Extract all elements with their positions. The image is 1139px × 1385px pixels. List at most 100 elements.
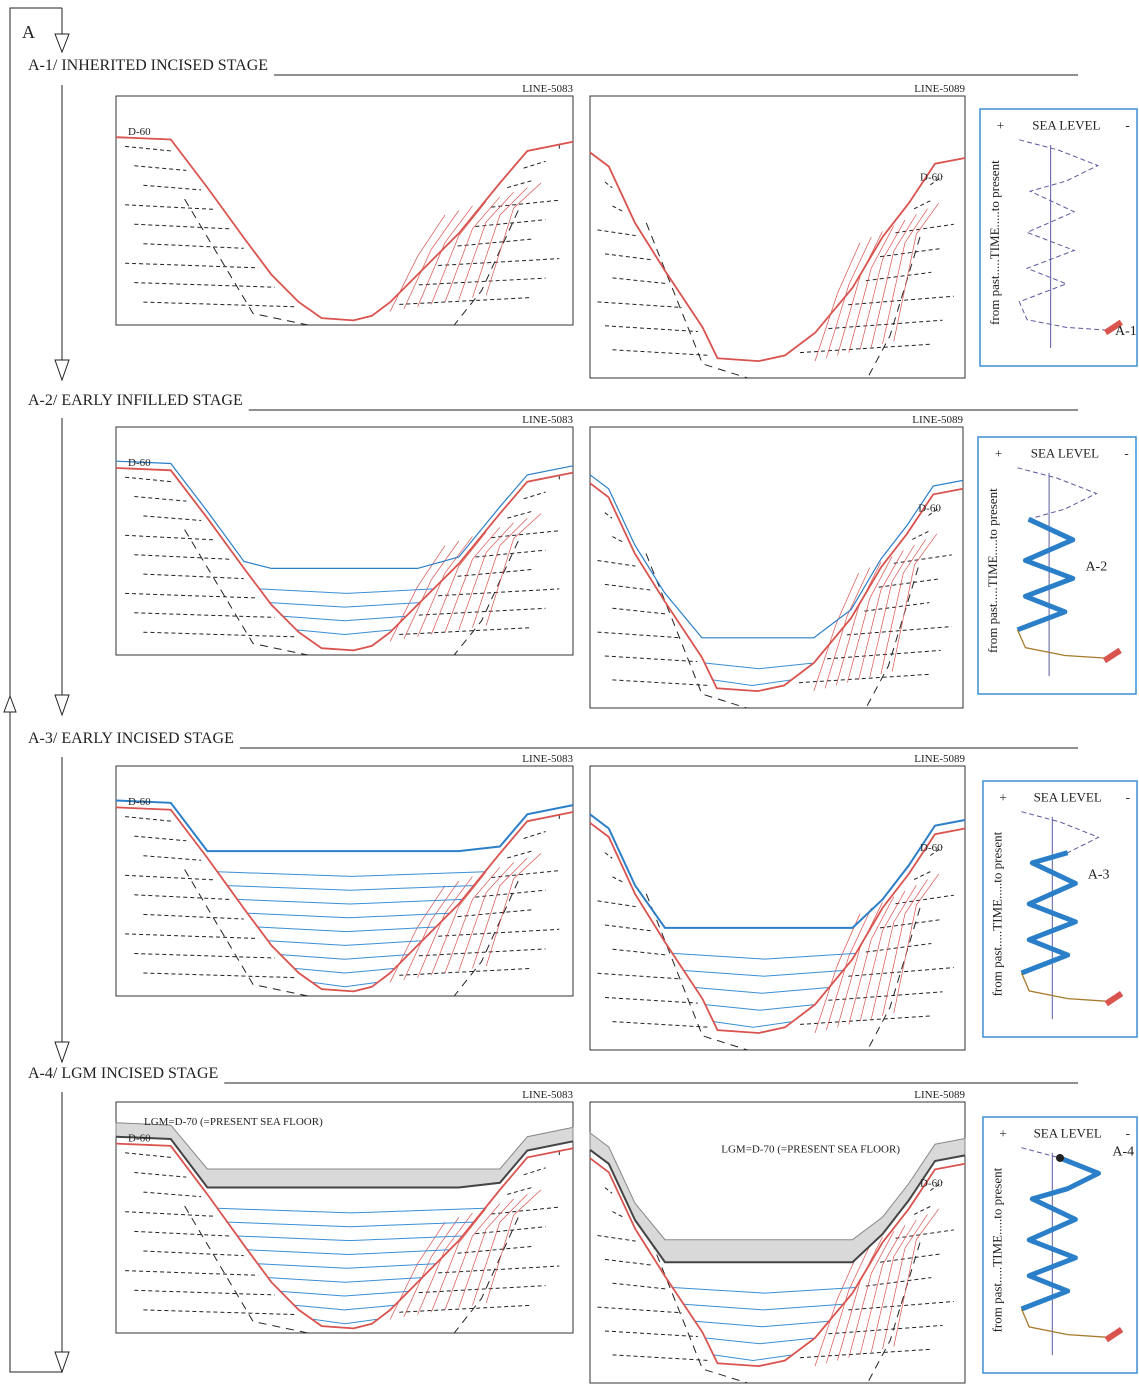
clinoform: [891, 533, 938, 672]
clinoform: [430, 871, 487, 976]
line-label: LINE-5089: [914, 753, 965, 765]
clinoform: [859, 219, 906, 350]
clinoform: [430, 1208, 487, 1313]
past-curve: [1021, 811, 1100, 854]
clinoform: [472, 857, 528, 969]
stratum: [799, 343, 932, 354]
plus-sign: +: [995, 446, 1002, 461]
stage-title: A-1/ INHERITED INCISED STAGE: [28, 57, 268, 74]
base-surface: [589, 1157, 966, 1368]
horizon-label: D-60: [920, 842, 943, 854]
sea-level-title: SEA LEVEL: [1031, 446, 1099, 461]
clinoform: [472, 517, 528, 628]
stratum: [507, 850, 533, 859]
horizon-label: D-60: [128, 457, 151, 469]
stratum: [475, 889, 546, 898]
stage-title: A-2/ EARLY INFILLED STAGE: [28, 392, 243, 409]
stratum: [134, 165, 187, 171]
fault-trace: [453, 210, 519, 326]
stratum: [125, 534, 216, 541]
past-curve: [1021, 1147, 1061, 1159]
sea-level-title: SEA LEVEL: [1032, 118, 1100, 133]
stratum: [893, 554, 952, 564]
time-axis: from past.....TIME.....to present: [989, 1167, 1004, 1332]
line-label: LINE-5083: [522, 83, 573, 95]
fault-trace: [867, 236, 921, 379]
stratum: [399, 1304, 532, 1313]
clinoform: [472, 1194, 528, 1306]
stratum: [457, 569, 532, 577]
clinoform: [848, 1231, 895, 1358]
infill-layer: [294, 1304, 395, 1311]
clinoform: [458, 522, 514, 631]
stratum: [523, 831, 546, 839]
stratum: [475, 219, 546, 227]
stratum: [612, 1354, 710, 1361]
line-label: LINE-5089: [914, 1089, 965, 1101]
stratum: [491, 870, 560, 878]
infill-layer: [247, 912, 450, 919]
stage-curve: [1016, 516, 1076, 633]
stage-title: A-4/ LGM INCISED STAGE: [28, 1065, 218, 1082]
clinoform: [880, 539, 926, 675]
stratum: [848, 967, 954, 977]
stratum: [828, 1324, 943, 1335]
stratum: [879, 247, 943, 258]
time-axis: from past.....TIME.....to present: [987, 160, 1002, 325]
initial-stage: [1102, 647, 1122, 664]
stratum: [134, 894, 230, 900]
stratum: [523, 491, 546, 500]
horizon-label: D-60: [920, 172, 943, 184]
infill-surface: [115, 799, 574, 853]
infill-layer: [280, 1290, 409, 1297]
stratum: [604, 1187, 613, 1194]
minus-sign: -: [1126, 1125, 1130, 1140]
clinoform: [444, 196, 501, 303]
fault-trace: [645, 222, 748, 379]
infill-layer: [672, 1287, 856, 1294]
clinoform: [858, 550, 904, 680]
lowstand-curve: [1020, 1308, 1107, 1338]
fault-trace: [453, 1217, 519, 1334]
stage-curve: [1020, 850, 1078, 976]
fault-trace: [184, 198, 309, 326]
clinoform: [824, 567, 871, 689]
stratum: [612, 1211, 624, 1218]
clinoform: [417, 536, 473, 637]
stratum: [134, 612, 275, 618]
stratum: [848, 1301, 954, 1311]
stratum: [143, 1191, 202, 1198]
stage-curve: [1020, 1155, 1101, 1312]
infill-layer: [227, 885, 474, 891]
infill-surface: [115, 1135, 574, 1189]
stratum: [930, 1181, 943, 1191]
stratum: [879, 1253, 943, 1263]
stratum: [457, 909, 532, 918]
arrow-head: [54, 1041, 70, 1064]
cycle-arrow: [3, 694, 17, 713]
arrow-head: [54, 1351, 70, 1374]
figure-label: A: [22, 22, 35, 42]
infill-layer: [257, 1263, 436, 1269]
arrow-head: [54, 33, 70, 54]
horizon-label: D-60: [920, 1177, 943, 1189]
clinoform: [882, 208, 928, 345]
stratum: [604, 1330, 698, 1338]
clinoform: [403, 880, 460, 981]
infill-layer: [282, 615, 407, 622]
stratum: [143, 1250, 244, 1257]
time-axis: from past.....TIME.....to present: [985, 488, 1000, 653]
clinoform: [444, 1203, 501, 1311]
fault-trace: [645, 1228, 748, 1384]
stratum: [134, 223, 230, 230]
clinoform: [825, 236, 872, 359]
infill-layer: [694, 987, 830, 994]
sea-level-box: [979, 108, 1138, 367]
stratum: [930, 175, 943, 186]
stage-label: A-2: [1085, 560, 1107, 575]
stratum: [125, 476, 172, 483]
stratum: [125, 204, 216, 210]
infill-layer: [713, 1354, 793, 1362]
stratum: [604, 253, 651, 261]
stratum: [523, 160, 546, 169]
